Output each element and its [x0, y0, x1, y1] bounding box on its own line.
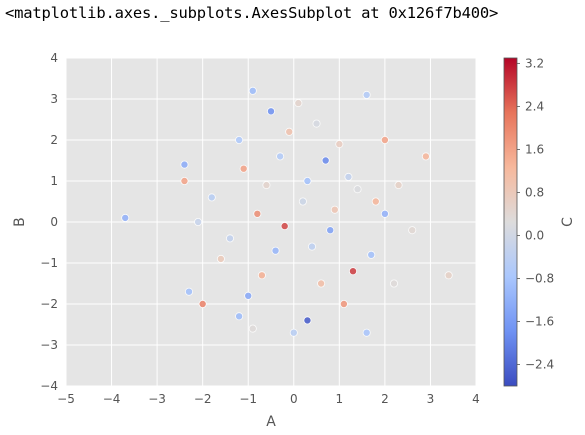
colorbar-tick-label: 2.4 — [525, 99, 544, 113]
colorbar-tick-label: −2.4 — [525, 357, 554, 371]
scatter-point — [235, 135, 244, 144]
x-tick-label: 2 — [381, 392, 389, 406]
scatter-point — [235, 312, 244, 321]
x-tick-label: −4 — [103, 392, 121, 406]
scatter-point — [294, 99, 303, 108]
scatter-point — [244, 291, 253, 300]
scatter-point — [216, 254, 225, 263]
y-tick-label: 4 — [50, 51, 58, 65]
scatter-point — [198, 299, 207, 308]
colorbar — [503, 57, 518, 387]
y-tick-label: −3 — [40, 338, 58, 352]
scatter-point — [335, 140, 344, 149]
scatter-points — [121, 86, 453, 337]
x-tick-label: −5 — [57, 392, 75, 406]
scatter-point — [266, 107, 275, 116]
scatter-point — [194, 217, 203, 226]
scatter-point — [367, 250, 376, 259]
y-axis-label: B — [12, 217, 28, 227]
scatter-point — [317, 279, 326, 288]
scatter-point — [257, 271, 266, 280]
scatter-point — [180, 176, 189, 185]
scatter-point — [380, 209, 389, 218]
scatter-point — [408, 226, 417, 235]
scatter-point — [121, 213, 130, 222]
colorbar-label: C — [560, 217, 576, 227]
x-tick-label: 0 — [290, 392, 298, 406]
x-tick-label: −3 — [148, 392, 166, 406]
scatter-point — [285, 127, 294, 136]
scatter-point — [380, 135, 389, 144]
scatter-point — [225, 234, 234, 243]
scatter-point — [444, 271, 453, 280]
scatter-point — [353, 185, 362, 194]
x-axis-label: A — [266, 414, 276, 430]
scatter-point — [280, 222, 289, 231]
colorbar-tick-label: −0.8 — [525, 271, 554, 285]
scatter-point — [207, 193, 216, 202]
y-tick-label: 3 — [50, 92, 58, 106]
y-tick-label: −4 — [40, 379, 58, 393]
scatter-point — [307, 242, 316, 251]
y-tick-label: 2 — [50, 133, 58, 147]
grid-lines — [65, 57, 477, 387]
y-tick-label: 0 — [50, 215, 58, 229]
x-tick-label: 4 — [472, 392, 480, 406]
scatter-point — [389, 279, 398, 288]
scatter-point — [394, 181, 403, 190]
scatter-point — [248, 86, 257, 95]
y-tick-label: 1 — [50, 174, 58, 188]
scatter-point — [348, 267, 357, 276]
x-tick-label: 1 — [336, 392, 344, 406]
scatter-point — [312, 119, 321, 128]
scatter-point — [321, 156, 330, 165]
scatter-point — [253, 209, 262, 218]
y-tick-label: −2 — [40, 297, 58, 311]
output-repr: <matplotlib.axes._subplots.AxesSubplot a… — [5, 4, 499, 22]
scatter-point — [344, 172, 353, 181]
scatter-point — [276, 152, 285, 161]
scatter-point — [330, 205, 339, 214]
scatter-point — [303, 176, 312, 185]
x-tick-label: −1 — [239, 392, 257, 406]
x-tick-label: 3 — [427, 392, 435, 406]
colorbar-tick-label: 3.2 — [525, 56, 544, 70]
y-tick-label: −1 — [40, 256, 58, 270]
scatter-point — [362, 90, 371, 99]
colorbar-tick-label: 0.0 — [525, 228, 544, 242]
x-tick-labels: −5 −4 −3 −2 −1 0 1 2 3 4 — [57, 392, 480, 406]
colorbar-tick-labels: 3.2 2.4 1.6 0.8 0.0 −0.8 −1.6 −2.4 — [517, 56, 554, 371]
scatter-point — [339, 299, 348, 308]
scatter-point — [184, 287, 193, 296]
colorbar-tick-label: 1.6 — [525, 142, 544, 156]
scatter-point — [248, 324, 257, 333]
scatter-point — [421, 152, 430, 161]
x-tick-label: −2 — [194, 392, 212, 406]
scatter-point — [180, 160, 189, 169]
scatter-point — [239, 164, 248, 173]
scatter-point — [271, 246, 280, 255]
scatter-point — [289, 328, 298, 337]
y-tick-labels: 4 3 2 1 0 −1 −2 −3 −4 — [40, 51, 58, 393]
scatter-point — [298, 197, 307, 206]
scatter-point — [371, 197, 380, 206]
scatter-point — [362, 328, 371, 337]
scatter-point — [326, 226, 335, 235]
scatter-point — [303, 316, 312, 325]
colorbar-tick-label: −1.6 — [525, 314, 554, 328]
colorbar-tick-label: 0.8 — [525, 185, 544, 199]
scatter-point — [262, 181, 271, 190]
